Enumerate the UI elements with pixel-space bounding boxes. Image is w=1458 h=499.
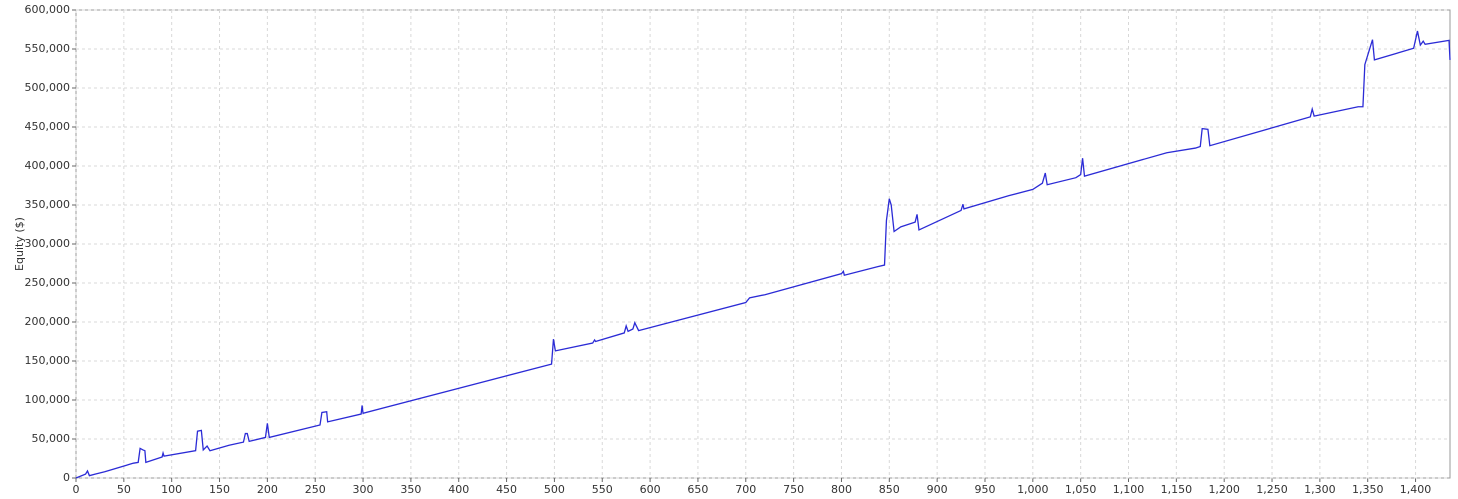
y-tick-label: 400,000 (25, 159, 71, 172)
x-tick-label: 800 (831, 483, 852, 496)
x-tick-label: 850 (879, 483, 900, 496)
y-tick-label: 500,000 (25, 81, 71, 94)
x-tick-label: 550 (592, 483, 613, 496)
y-tick-label: 300,000 (25, 237, 71, 250)
y-tick-label: 100,000 (25, 393, 71, 406)
x-tick-label: 1,100 (1113, 483, 1145, 496)
x-tick-label: 1,000 (1017, 483, 1049, 496)
y-tick-label: 200,000 (25, 315, 71, 328)
x-tick-label: 300 (353, 483, 374, 496)
x-tick-label: 450 (496, 483, 517, 496)
y-tick-label: 600,000 (25, 3, 71, 16)
x-tick-label: 0 (73, 483, 80, 496)
x-tick-label: 1,250 (1256, 483, 1288, 496)
x-tick-label: 200 (257, 483, 278, 496)
y-tick-label: 250,000 (25, 276, 71, 289)
x-tick-label: 650 (687, 483, 708, 496)
x-tick-label: 1,350 (1352, 483, 1384, 496)
x-tick-label: 150 (209, 483, 230, 496)
y-axis-label: Equity ($) (13, 217, 26, 271)
x-tick-label: 1,200 (1208, 483, 1240, 496)
x-tick-label: 400 (448, 483, 469, 496)
x-tick-label: 1,150 (1161, 483, 1193, 496)
y-tick-label: 450,000 (25, 120, 71, 133)
x-tick-label: 1,050 (1065, 483, 1097, 496)
x-tick-label: 100 (161, 483, 182, 496)
y-tick-label: 350,000 (25, 198, 71, 211)
x-tick-label: 700 (735, 483, 756, 496)
x-tick-label: 950 (974, 483, 995, 496)
x-tick-label: 750 (783, 483, 804, 496)
x-tick-label: 600 (640, 483, 661, 496)
x-tick-label: 350 (400, 483, 421, 496)
x-tick-label: 50 (117, 483, 131, 496)
x-tick-label: 500 (544, 483, 565, 496)
y-tick-label: 150,000 (25, 354, 71, 367)
x-tick-label: 1,300 (1304, 483, 1336, 496)
equity-line (75, 30, 1451, 479)
x-tick-label: 1,400 (1400, 483, 1432, 496)
y-tick-label: 550,000 (25, 42, 71, 55)
y-tick-label: 0 (63, 471, 70, 484)
x-tick-label: 250 (305, 483, 326, 496)
y-tick-label: 50,000 (32, 432, 71, 445)
x-tick-label: 900 (927, 483, 948, 496)
